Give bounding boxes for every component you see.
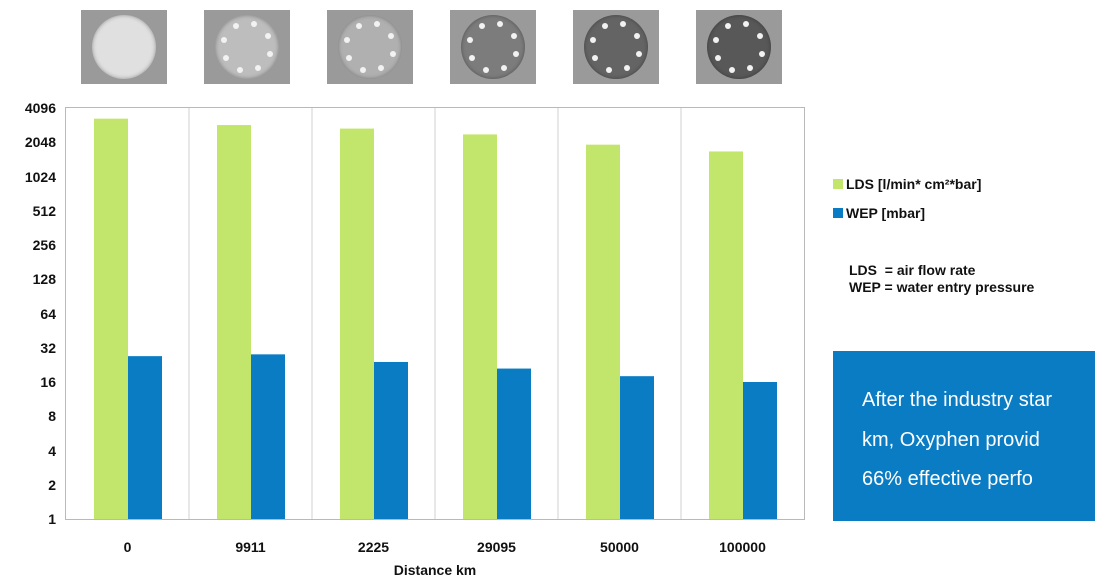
- membrane-spot: [724, 22, 731, 29]
- x-tick-label: 0: [123, 539, 132, 555]
- y-tick-label: 128: [32, 271, 56, 288]
- y-tick-label: 8: [48, 408, 56, 425]
- membrane-spot: [624, 65, 631, 72]
- y-tick-label: 2: [48, 476, 56, 493]
- membrane-spot: [355, 22, 362, 29]
- membrane-spot: [511, 32, 518, 39]
- bar-wep-50000: [620, 376, 654, 519]
- y-tick-label: 1: [48, 511, 56, 527]
- membrane-photo: [573, 10, 659, 84]
- membrane-spot: [743, 21, 750, 28]
- membrane-spot: [591, 55, 598, 62]
- membrane-spot: [620, 21, 627, 28]
- membrane-spot: [388, 32, 395, 39]
- membrane-spot: [714, 55, 721, 62]
- membrane-spot: [251, 21, 258, 28]
- callout-line-3: 66% effective perfo: [862, 468, 1033, 490]
- membrane-photo: [204, 10, 290, 84]
- callout-line-2: km, Oxyphen provid: [862, 429, 1040, 451]
- note-wep-definition: WEP = water entry pressure: [849, 279, 1035, 295]
- bar-lds-29095: [463, 134, 497, 519]
- y-tick-label: 16: [40, 374, 56, 390]
- x-tick-label: 50000: [600, 539, 639, 555]
- membrane-spot: [374, 21, 381, 28]
- membrane-spot: [221, 36, 228, 43]
- bar-lds-50000: [586, 144, 620, 519]
- bar-lds-100000: [709, 151, 743, 519]
- bar-wep-2225: [374, 361, 408, 519]
- bar-wep-9911: [251, 354, 285, 519]
- callout-box: After the industry star km, Oxyphen prov…: [833, 351, 1095, 521]
- membrane-spot: [747, 65, 754, 72]
- x-tick-label: 100000: [719, 539, 766, 555]
- membrane-spot: [389, 51, 396, 58]
- note-lds-definition: LDS = air flow rate: [849, 262, 976, 278]
- legend-swatch-lds: [833, 179, 843, 189]
- membrane-photo: [450, 10, 536, 84]
- membrane-spot: [758, 51, 765, 58]
- membrane-spot: [266, 51, 273, 58]
- bar-wep-100000: [743, 382, 777, 519]
- membrane-photo: [81, 10, 167, 84]
- membrane-spot: [478, 22, 485, 29]
- bar-lds-0: [94, 118, 128, 519]
- membrane-spot: [467, 36, 474, 43]
- chart-bars: [94, 108, 777, 520]
- membrane-spot: [232, 22, 239, 29]
- membrane-photo: [327, 10, 413, 84]
- y-tick-label: 64: [40, 305, 56, 322]
- membrane-spot: [359, 66, 366, 73]
- membrane-disc: [92, 15, 156, 79]
- membrane-spot: [634, 32, 641, 39]
- membrane-spot: [378, 65, 385, 72]
- membrane-disc: [215, 15, 279, 79]
- membrane-spot: [601, 22, 608, 29]
- membrane-spot: [757, 32, 764, 39]
- membrane-disc: [584, 15, 648, 79]
- bar-wep-29095: [497, 368, 531, 519]
- plot-area: [65, 107, 805, 520]
- membrane-spot: [222, 55, 229, 62]
- x-tick-label: 9911: [235, 539, 266, 555]
- membrane-spot: [255, 65, 262, 72]
- membrane-spot: [605, 66, 612, 73]
- membrane-spot: [713, 36, 720, 43]
- y-tick-label: 4096: [24, 100, 56, 116]
- bar-lds-2225: [340, 128, 374, 520]
- membrane-spot: [344, 36, 351, 43]
- legend-item-wep: WEP [mbar]: [833, 205, 925, 221]
- membrane-spot: [728, 66, 735, 73]
- x-tick-label: 2225: [357, 539, 390, 555]
- membrane-spot: [501, 65, 508, 72]
- membrane-spot: [635, 51, 642, 58]
- membrane-spot: [512, 51, 519, 58]
- membrane-disc: [461, 15, 525, 79]
- membrane-spot: [468, 55, 475, 62]
- y-tick-label: 4: [48, 442, 56, 459]
- membrane-spot: [265, 32, 272, 39]
- y-tick-label: 2048: [24, 134, 56, 151]
- y-tick-label: 256: [32, 237, 56, 253]
- legend-swatch-wep: [833, 208, 843, 218]
- membrane-spot: [345, 55, 352, 62]
- membrane-disc: [338, 15, 402, 79]
- legend-item-lds: LDS [l/min* cm²*bar]: [833, 176, 981, 192]
- x-axis-label: Distance km: [393, 562, 477, 578]
- membrane-spot: [482, 66, 489, 73]
- legend-label-wep: WEP [mbar]: [846, 205, 926, 221]
- legend-label-lds: LDS [l/min* cm²*bar]: [846, 176, 982, 192]
- x-tick-label: 29095: [477, 539, 516, 555]
- membrane-spot: [590, 36, 597, 43]
- bar-lds-9911: [217, 125, 251, 519]
- y-tick-label: 1024: [24, 168, 56, 185]
- bar-wep-0: [128, 356, 162, 519]
- membrane-photo: [696, 10, 782, 84]
- y-tick-label: 32: [40, 339, 56, 356]
- callout-line-1: After the industry star: [862, 389, 1053, 411]
- membrane-spot: [236, 66, 243, 73]
- membrane-disc: [707, 15, 771, 79]
- y-tick-label: 512: [32, 202, 56, 219]
- membrane-spot: [497, 21, 504, 28]
